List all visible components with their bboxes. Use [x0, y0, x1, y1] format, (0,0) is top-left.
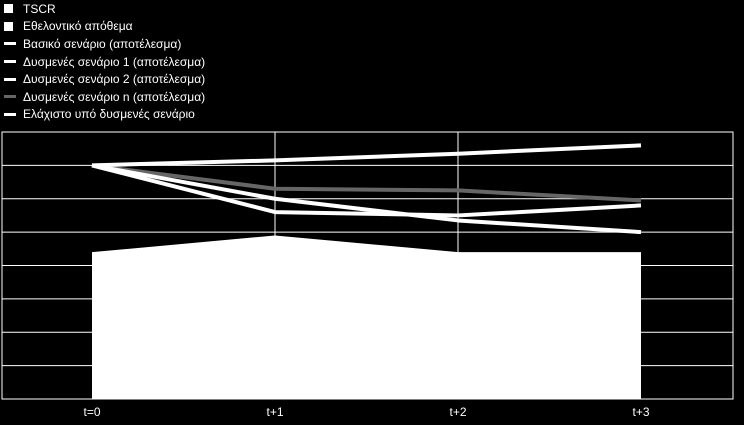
- legend-label: Ελάχιστο υπό δυσμενές σενάριο: [23, 107, 195, 122]
- legend-swatch: [4, 60, 16, 64]
- legend-label: TSCR: [23, 1, 56, 16]
- legend-swatch: [4, 95, 16, 99]
- legend-swatch: [4, 77, 16, 81]
- series-line: [91, 163, 642, 235]
- legend-swatch: [4, 42, 16, 46]
- legend-item: Ελάχιστο υπό δυσμενές σενάριο: [4, 106, 205, 124]
- x-tick-label: t+2: [449, 405, 466, 419]
- series-line: [91, 163, 642, 218]
- legend-item: Δυσμενές σενάριο 1 (αποτέλεσμα): [4, 53, 205, 71]
- legend-swatch: [4, 112, 16, 116]
- legend-swatch: [4, 4, 13, 14]
- legend-label: Δυσμενές σενάριο n (αποτέλεσμα): [23, 89, 206, 104]
- legend-item: Δυσμενές σενάριο n (αποτέλεσμα): [4, 88, 205, 106]
- legend-label: Εθελοντικό απόθεμα: [23, 19, 133, 34]
- legend-item: Βασικό σενάριο (αποτέλεσμα): [4, 35, 205, 53]
- legend-label: Δυσμενές σενάριο 1 (αποτέλεσμα): [23, 54, 206, 69]
- legend-swatch: [4, 21, 13, 31]
- legend-label: Δυσμενές σενάριο 2 (αποτέλεσμα): [23, 72, 206, 87]
- series-area: [92, 235, 641, 399]
- legend-item: Δυσμενές σενάριο 2 (αποτέλεσμα): [4, 70, 205, 88]
- x-tick-label: t=0: [83, 405, 100, 419]
- legend-item: TSCR: [4, 0, 205, 18]
- x-tick-label: t+3: [632, 405, 649, 419]
- x-tick-label: t+1: [266, 405, 283, 419]
- series-line: [91, 143, 642, 168]
- legend-item: Εθελοντικό απόθεμα: [4, 18, 205, 36]
- legend-label: Βασικό σενάριο (αποτέλεσμα): [23, 36, 182, 51]
- legend: TSCR Εθελοντικό απόθεμα Βασικό σενάριο (απ…: [4, 0, 205, 123]
- series-line: [91, 163, 642, 203]
